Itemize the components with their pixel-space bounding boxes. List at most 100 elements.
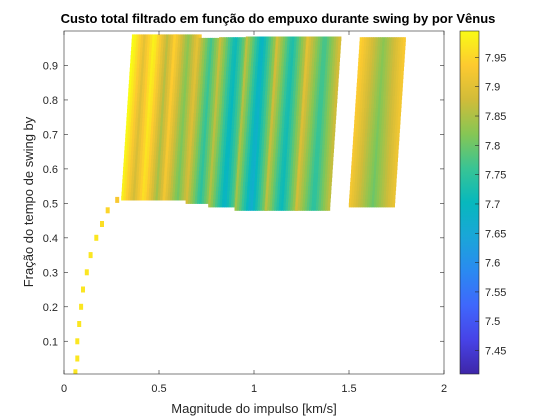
cost-cell (128, 88, 132, 93)
cost-cell (393, 74, 397, 80)
cost-cell (139, 121, 143, 126)
cost-cell (168, 142, 172, 147)
cost-cell (389, 37, 393, 42)
cost-cell (234, 74, 238, 80)
cost-cell (277, 86, 281, 91)
cost-cell (329, 131, 333, 137)
cost-cell (306, 177, 310, 182)
cost-cell (268, 160, 271, 166)
cost-cell (381, 153, 385, 158)
cost-cell (363, 115, 367, 121)
cost-cell (147, 38, 151, 44)
cost-cell (319, 53, 322, 58)
cost-cell (223, 111, 227, 117)
cost-cell (250, 73, 253, 79)
cost-cell (200, 42, 204, 47)
cost-cell (258, 86, 262, 91)
cost-cell (300, 44, 304, 50)
cost-cell (235, 70, 239, 75)
cost-cell (203, 141, 206, 146)
cost-cell (361, 111, 365, 117)
cost-cell (337, 44, 341, 50)
cost-cell (334, 90, 338, 95)
cost-cell (401, 66, 404, 71)
cost-cell (301, 65, 305, 71)
cost-cell (198, 34, 202, 40)
cost-cell (296, 44, 299, 50)
cost-cell (235, 136, 239, 142)
cost-cell (137, 88, 141, 93)
cost-cell (253, 156, 257, 162)
cost-cell (209, 186, 213, 191)
cost-cell (278, 202, 282, 207)
cost-cell (359, 182, 363, 187)
cost-cell (259, 65, 263, 71)
cost-cell (283, 206, 287, 211)
cost-cell (166, 100, 170, 106)
cost-cell (270, 77, 274, 83)
cost-cell (268, 185, 272, 191)
cost-cell (193, 191, 196, 196)
cost-cell (306, 73, 310, 79)
cost-cell (285, 144, 288, 149)
cost-cell (208, 99, 211, 105)
cost-cell (132, 92, 136, 98)
cost-cell (298, 82, 302, 87)
cost-cell (212, 202, 216, 208)
cost-cell (149, 108, 153, 114)
cost-cell (205, 71, 209, 76)
cost-cell (360, 161, 364, 166)
cost-cell (242, 185, 246, 191)
cost-cell (229, 194, 233, 200)
cost-cell (208, 194, 212, 200)
cost-cell (273, 152, 276, 157)
cost-cell (362, 70, 365, 75)
cost-cell (277, 156, 281, 162)
cost-cell (212, 165, 216, 171)
cost-cell (242, 86, 246, 91)
cost-cell (261, 40, 265, 46)
cost-cell (369, 165, 373, 171)
cost-cell (368, 186, 371, 191)
cost-cell (333, 77, 337, 83)
cost-cell (312, 156, 316, 162)
cost-cell (285, 40, 288, 46)
cost-cell (149, 75, 153, 81)
cost-cell (294, 111, 297, 116)
cost-cell (161, 38, 165, 44)
cost-cell (244, 53, 248, 58)
cost-cell (185, 171, 189, 176)
cost-cell (220, 49, 224, 55)
cost-cell (365, 49, 369, 55)
cost-cell (332, 57, 336, 62)
cost-cell (390, 57, 394, 63)
cost-cell (370, 177, 374, 183)
cost-cell (299, 69, 302, 75)
cost-cell (170, 117, 174, 122)
cost-cell (270, 123, 274, 129)
cost-cell (179, 88, 183, 93)
cost-cell (302, 57, 306, 62)
cost-cell (206, 162, 210, 167)
cost-cell (303, 193, 306, 199)
cost-cell (282, 177, 286, 182)
cost-cell (359, 103, 363, 109)
cost-cell (184, 75, 188, 81)
cost-cell (218, 157, 221, 162)
cost-cell (250, 106, 254, 112)
cost-cell (384, 70, 388, 75)
cost-cell (203, 137, 207, 142)
cost-cell (383, 53, 387, 59)
cost-cell (188, 195, 192, 200)
cost-cell (166, 142, 170, 147)
cost-cell (303, 77, 307, 83)
cost-cell (217, 95, 221, 100)
cost-cell (166, 183, 169, 189)
cost-cell (251, 61, 254, 66)
cost-cell (276, 106, 279, 112)
cost-cell (400, 41, 404, 46)
cost-cell (126, 183, 130, 189)
cost-cell (382, 148, 385, 154)
cost-cell (384, 111, 388, 117)
cost-cell (188, 88, 192, 93)
